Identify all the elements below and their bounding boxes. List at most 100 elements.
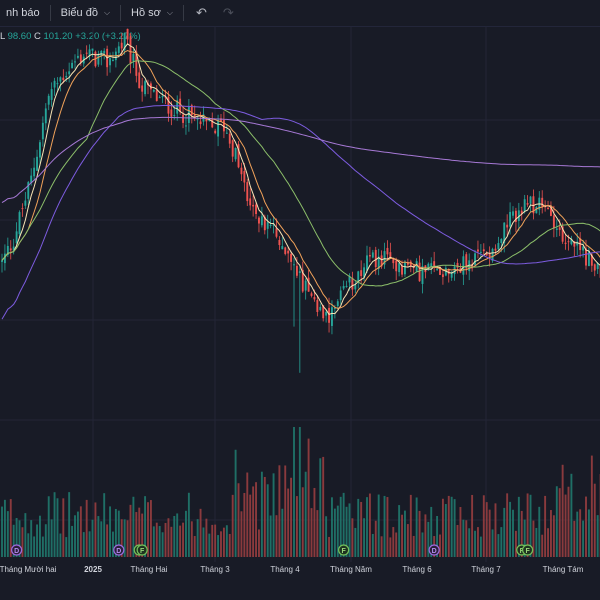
candle-body bbox=[462, 256, 465, 275]
candle-body bbox=[211, 119, 214, 128]
volume-bar bbox=[564, 494, 567, 557]
earnings-marker bbox=[521, 544, 534, 556]
volume-bar bbox=[252, 486, 255, 557]
candle-body bbox=[389, 252, 392, 259]
candle-body bbox=[573, 241, 576, 247]
candle-body bbox=[377, 256, 380, 269]
volume-bar bbox=[135, 512, 138, 557]
marker-letter: F bbox=[140, 548, 145, 555]
candle-body bbox=[266, 222, 269, 229]
candle-body bbox=[112, 59, 114, 62]
volume-bar bbox=[94, 502, 97, 557]
volume-bar bbox=[211, 524, 214, 557]
candle-body bbox=[354, 284, 357, 290]
volume-bar bbox=[193, 536, 196, 557]
candle-body bbox=[482, 249, 485, 252]
candle-body bbox=[190, 105, 193, 116]
marker-letter: F bbox=[520, 548, 525, 555]
volume-bar bbox=[62, 498, 65, 557]
redo-icon[interactable]: ↷ bbox=[222, 5, 234, 20]
candle-body bbox=[558, 227, 561, 230]
close-value: 101.20 bbox=[43, 31, 73, 42]
volume-bar bbox=[404, 510, 406, 557]
candle-body bbox=[500, 238, 503, 243]
candle-body bbox=[12, 246, 15, 251]
candle-body bbox=[281, 246, 284, 250]
candle-body bbox=[76, 55, 79, 58]
candle-body bbox=[520, 210, 523, 215]
chart-type-dropdown[interactable]: Biểu đồ ⌵ bbox=[55, 2, 116, 24]
candle-body bbox=[39, 142, 41, 158]
volume-bar bbox=[47, 496, 50, 557]
candle-body bbox=[24, 200, 27, 206]
volume-bar bbox=[316, 510, 319, 557]
candle-body bbox=[47, 95, 50, 105]
volume-bar bbox=[12, 524, 15, 557]
candle-body bbox=[319, 306, 322, 311]
volume-bar bbox=[185, 510, 187, 557]
candle-body bbox=[474, 253, 476, 265]
candle-body bbox=[535, 207, 538, 214]
earnings-marker bbox=[136, 544, 148, 556]
volume-bar bbox=[520, 510, 523, 557]
volume-bar bbox=[412, 535, 415, 557]
volume-bar bbox=[579, 509, 582, 557]
volume-bar bbox=[421, 532, 424, 557]
toolbar-divider bbox=[49, 5, 51, 21]
volume-bar bbox=[450, 496, 453, 557]
candle-body bbox=[447, 269, 450, 275]
volume-bar bbox=[24, 513, 27, 557]
volume-bar bbox=[491, 529, 494, 557]
candle-body bbox=[541, 197, 544, 207]
x-tick-label: Tháng 4 bbox=[270, 565, 300, 574]
volume-bar bbox=[176, 513, 179, 557]
volume-bar bbox=[479, 536, 482, 557]
volume-bar bbox=[523, 519, 526, 557]
change-value: +3.20 bbox=[75, 31, 100, 42]
x-tick-label: Tháng 6 bbox=[402, 565, 432, 574]
volume-bar bbox=[240, 511, 243, 557]
candle-body bbox=[71, 62, 74, 69]
candle-body bbox=[176, 100, 179, 114]
x-tick-label: Tháng Tám bbox=[543, 565, 584, 574]
volume-bar bbox=[147, 502, 149, 557]
candle-body bbox=[506, 224, 509, 228]
volume-bar bbox=[68, 492, 71, 557]
candle-body bbox=[509, 211, 512, 227]
volume-bar bbox=[33, 536, 36, 557]
undo-icon[interactable]: ↶ bbox=[195, 5, 207, 20]
candle-body bbox=[503, 222, 506, 244]
ohlc-legend: L 98.60 C 101.20 +3.20 (+3.27%) bbox=[0, 31, 141, 42]
candle-body bbox=[433, 261, 436, 267]
candle-body bbox=[596, 262, 599, 269]
candle-body bbox=[187, 106, 190, 123]
volume-bar bbox=[74, 515, 76, 557]
candle-body bbox=[173, 115, 176, 117]
candle-body bbox=[44, 108, 47, 124]
alerts-button[interactable]: nh báo bbox=[0, 2, 46, 24]
volume-bar bbox=[53, 492, 56, 557]
candle-body bbox=[249, 198, 252, 206]
volume-bar bbox=[258, 529, 260, 557]
volume-bar bbox=[278, 465, 281, 557]
candle-body bbox=[348, 275, 351, 283]
volume-bar bbox=[456, 525, 459, 557]
volume-bar bbox=[482, 495, 485, 557]
candle-body bbox=[170, 109, 173, 117]
candle-body bbox=[380, 255, 383, 267]
volume-bar bbox=[526, 493, 529, 557]
profile-dropdown[interactable]: Hồ sơ ⌵ bbox=[125, 2, 179, 24]
volume-bar bbox=[459, 507, 462, 557]
volume-bar bbox=[336, 505, 339, 557]
volume-bar bbox=[374, 520, 377, 557]
toolbar-divider bbox=[182, 5, 184, 21]
candle-body bbox=[477, 249, 479, 252]
candle-body bbox=[129, 36, 132, 64]
candle-body bbox=[310, 293, 313, 296]
candle-body bbox=[313, 297, 316, 300]
candle-body bbox=[193, 115, 196, 117]
candle-body bbox=[398, 263, 401, 273]
candle-body bbox=[386, 247, 389, 255]
volume-bar bbox=[281, 508, 284, 557]
